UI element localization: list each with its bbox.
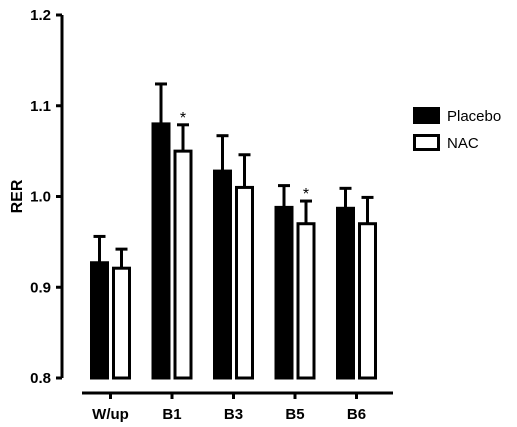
y-tick-label: 1.1 (30, 98, 51, 115)
bar-nac-b5 (296, 222, 316, 380)
legend-swatch-nac (413, 134, 440, 151)
bar-placebo-b3 (213, 169, 232, 380)
bar-nac-b3 (235, 185, 254, 380)
y-tick-label: 0.8 (30, 370, 51, 387)
x-tick-label: B6 (347, 406, 366, 423)
legend-swatch-placebo (413, 107, 440, 124)
legend-label-placebo: Placebo (447, 108, 501, 125)
plot-area: 0.8 0.9 1.0 1.1 1.2 W/up B1 B3 B5 B6 * * (30, 7, 393, 423)
bar-placebo-wup (90, 261, 109, 380)
y-axis-title: RER (9, 179, 26, 213)
y-tick-label: 0.9 (30, 279, 51, 296)
x-tick-label: B3 (224, 406, 243, 423)
bar-placebo-b6 (336, 206, 355, 380)
bar-placebo-b5 (274, 205, 294, 380)
x-tick-label: W/up (92, 406, 129, 423)
bar-nac-wup (112, 266, 131, 380)
legend: Placebo NAC (413, 107, 501, 152)
bar-nac-b1 (173, 149, 193, 380)
legend-label-nac: NAC (447, 135, 479, 152)
x-tick-label: B5 (285, 406, 304, 423)
significance-marker: * (303, 186, 309, 203)
y-tick-label: 1.0 (30, 189, 51, 206)
bar-nac-b6 (358, 222, 377, 380)
significance-marker: * (180, 110, 186, 127)
y-tick-label: 1.2 (30, 7, 51, 24)
x-tick-label: B1 (162, 406, 181, 423)
bar-placebo-b1 (151, 122, 171, 380)
